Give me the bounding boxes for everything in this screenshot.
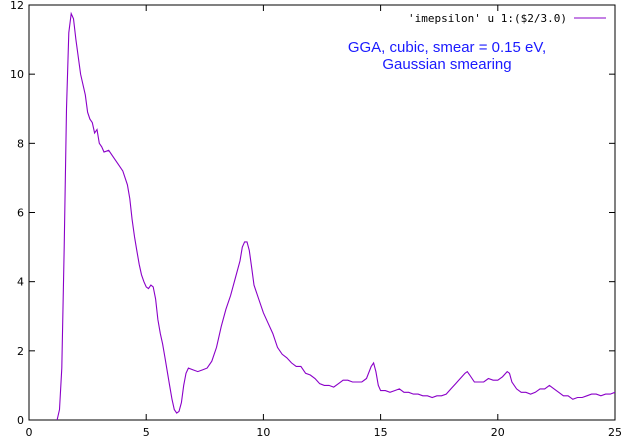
x-tick-label: 25: [608, 426, 622, 439]
series-line-imepsilon: [56, 11, 616, 421]
annotation-line-2: Gaussian smearing: [382, 56, 511, 73]
x-tick-label: 15: [374, 426, 388, 439]
x-tick-label: 20: [491, 426, 505, 439]
axis-tick-labels: 0 5 10 15 20 25 0 2 4 6 8 10 12: [10, 0, 622, 439]
y-tick-label: 2: [17, 345, 24, 358]
y-tick-label: 4: [17, 276, 24, 289]
x-tick-label: 5: [143, 426, 150, 439]
axis-ticks: [28, 4, 616, 421]
x-tick-label: 10: [256, 426, 270, 439]
annotation: GGA, cubic, smear = 0.15 eV, Gaussian sm…: [348, 39, 546, 73]
annotation-line-1: GGA, cubic, smear = 0.15 eV,: [348, 39, 546, 56]
y-tick-label: 6: [17, 207, 24, 220]
y-tick-label: 0: [17, 414, 24, 427]
x-tick-label: 0: [26, 426, 33, 439]
y-tick-label: 12: [10, 0, 24, 12]
legend-label: 'imepsilon' u 1:($2/3.0): [408, 12, 567, 25]
y-tick-label: 10: [10, 68, 24, 81]
plot-frame: [28, 4, 616, 421]
y-tick-label: 8: [17, 137, 24, 150]
legend: 'imepsilon' u 1:($2/3.0): [408, 12, 606, 25]
